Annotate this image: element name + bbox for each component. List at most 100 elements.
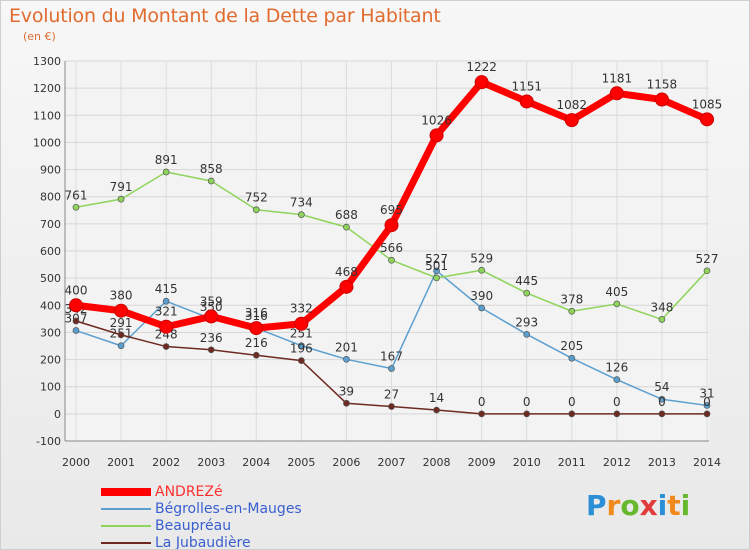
line-chart: -100010020030040050060070080090010001100… [33,55,723,469]
data-label: 31 [699,386,714,400]
logo-letter: i [657,489,668,522]
logo-letter: P [586,489,607,522]
data-label: 332 [290,302,313,316]
data-point [523,330,531,338]
data-point [568,354,576,362]
x-tick-label: 2002 [152,456,180,469]
data-label: 752 [245,191,268,205]
data-point [523,289,531,297]
data-label: 0 [478,395,486,409]
data-point [339,279,354,294]
proxiti-logo: Proxiti [586,489,690,522]
data-label: 0 [613,395,621,409]
data-label: 27 [384,388,399,402]
data-point [658,410,666,418]
data-point [298,342,305,350]
data-label: 1082 [557,98,588,112]
x-tick-label: 2005 [287,456,315,469]
data-point [433,267,440,275]
data-label: 1085 [692,97,723,111]
data-point [114,303,129,318]
data-point [117,342,125,350]
legend-label: ANDREZé [155,484,223,500]
data-label: 527 [696,252,719,266]
data-point [700,112,714,127]
data-point [252,351,260,359]
data-point [294,316,309,331]
data-point [474,75,489,90]
data-point [204,309,219,324]
data-point [564,113,579,128]
data-label: 205 [560,339,583,353]
data-label: 566 [380,241,403,255]
data-point [207,346,215,354]
data-point [117,195,125,203]
x-tick-label: 2012 [603,456,631,469]
data-point [429,128,444,143]
data-label: 445 [515,274,538,288]
chart-subtitle: (en €) [23,30,56,43]
y-tick-label: 700 [40,218,61,231]
y-tick-label: 1000 [33,136,61,149]
data-label: 761 [65,188,88,202]
data-label: 316 [245,309,268,323]
x-tick-label: 2013 [648,456,676,469]
data-point [343,223,350,231]
data-label: 529 [470,251,493,265]
data-label: 0 [658,395,666,409]
data-label: 350 [200,300,223,314]
y-tick-label: 900 [40,164,61,177]
x-tick-label: 2007 [378,456,406,469]
x-tick-label: 2003 [197,456,225,469]
data-label: 891 [155,153,178,167]
data-point [72,203,80,211]
data-label: 734 [290,196,313,210]
legend-swatch [101,542,151,544]
data-point [249,321,264,336]
data-point [252,206,260,214]
data-label: 126 [605,361,628,375]
data-label: 415 [155,282,178,296]
data-label: 1151 [511,79,542,93]
data-label: 196 [290,342,313,356]
x-tick-label: 2009 [468,456,496,469]
data-label: 14 [429,391,444,405]
data-point [478,266,485,274]
x-tick-label: 2008 [423,456,451,469]
data-label: 1181 [602,71,633,85]
x-tick-label: 2010 [513,456,541,469]
data-point [703,402,711,409]
data-label: 0 [523,395,531,409]
data-label: 316 [245,306,268,320]
data-point [343,399,350,407]
y-tick-label: 100 [40,381,61,394]
data-point [654,92,669,107]
data-label: 0 [568,395,576,409]
data-point [519,94,534,109]
data-label: 858 [200,162,223,176]
y-tick-label: 200 [40,354,61,367]
data-label: 1222 [466,60,497,74]
data-label: 688 [335,208,358,222]
data-point [613,300,621,308]
data-point [568,410,576,418]
y-tick-label: 1300 [33,55,61,68]
data-point [72,317,80,325]
data-point [568,307,576,315]
y-tick-label: 400 [40,299,61,312]
data-label: 359 [200,294,223,308]
data-label: 1158 [647,78,678,92]
data-label: 468 [335,265,358,279]
data-point [478,410,485,418]
data-point [72,327,80,334]
data-point [162,343,170,350]
data-point [388,256,395,264]
logo-letter: i [680,489,691,522]
data-label: 527 [425,252,448,266]
data-label: 216 [245,336,268,350]
data-label: 291 [110,316,133,330]
y-tick-label: 1200 [33,82,61,95]
logo-letter: o [620,489,640,522]
y-tick-label: 1100 [33,109,61,122]
